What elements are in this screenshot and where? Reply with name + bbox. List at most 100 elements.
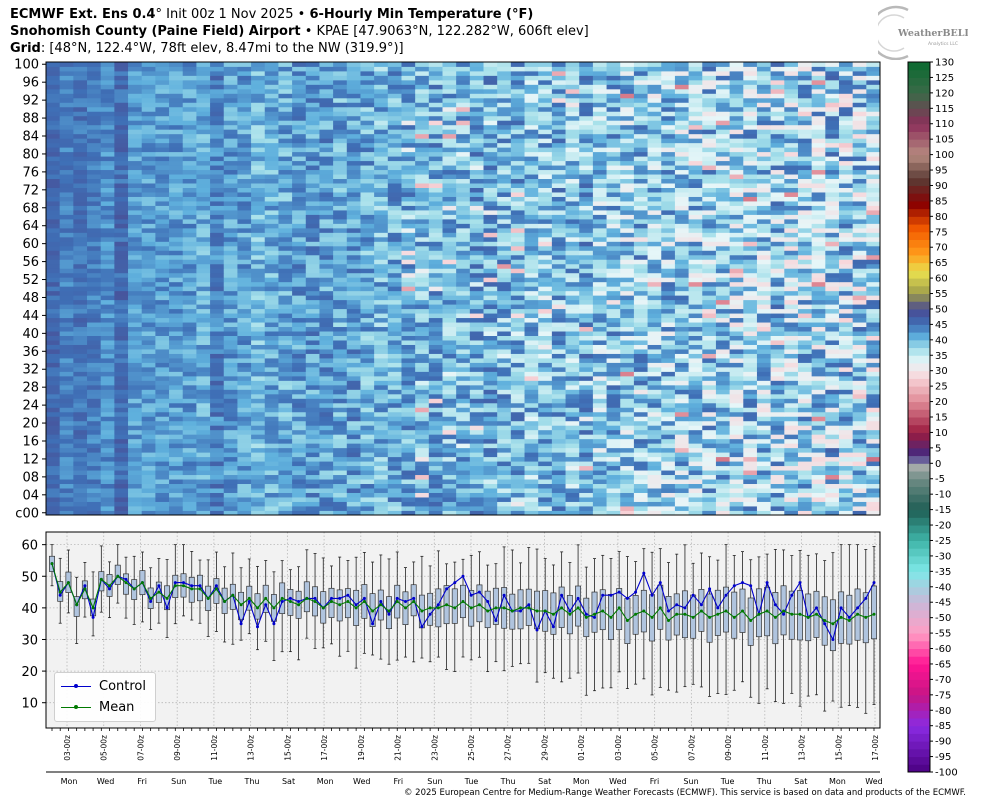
- heatmap-cell: [469, 510, 484, 516]
- heatmap-cell: [251, 295, 266, 301]
- heatmap-cell: [866, 483, 881, 489]
- heatmap-cell: [688, 214, 703, 220]
- heatmap-cell: [73, 411, 88, 417]
- heatmap-cell: [73, 470, 88, 476]
- heatmap-cell: [278, 474, 293, 480]
- heatmap-cell: [169, 483, 184, 489]
- heatmap-cell: [415, 232, 430, 238]
- heatmap-cell: [715, 214, 730, 220]
- heatmap-cell: [784, 510, 799, 516]
- heatmap-cell: [729, 151, 744, 157]
- heatmap-cell: [319, 420, 334, 426]
- heatmap-cell: [866, 299, 881, 305]
- heatmap-cell: [797, 474, 813, 480]
- heatmap-cell: [551, 232, 566, 238]
- heatmap-cell: [647, 456, 662, 462]
- heatmap-cell: [825, 317, 840, 323]
- heatmap-cell: [319, 286, 334, 292]
- heatmap-cell: [524, 250, 539, 256]
- heatmap-cell: [237, 299, 252, 305]
- heatmap-cell: [278, 501, 293, 507]
- heatmap-cell: [715, 429, 730, 435]
- heatmap-cell: [784, 178, 799, 184]
- heatmap-cell: [415, 420, 430, 426]
- heatmap-cell: [770, 344, 785, 350]
- heatmap-cell: [565, 474, 580, 480]
- heatmap-cell: [551, 483, 566, 489]
- heatmap-cell: [305, 349, 320, 354]
- heatmap-cell: [333, 384, 348, 390]
- heatmap-cell: [428, 250, 443, 256]
- heatmap-cell: [866, 443, 881, 449]
- heatmap-cell: [606, 488, 621, 493]
- heatmap-cell: [510, 286, 525, 292]
- heatmap-cell: [866, 308, 881, 314]
- heatmap-cell: [620, 254, 635, 260]
- heatmap-cell: [674, 214, 689, 220]
- heatmap-cell: [811, 447, 826, 453]
- heatmap-cell: [196, 456, 211, 462]
- heatmap-cell: [825, 371, 840, 377]
- heatmap-cell: [469, 254, 484, 260]
- heatmap-cell: [620, 407, 635, 413]
- heatmap-cell: [73, 461, 88, 467]
- heatmap-cell: [784, 236, 799, 242]
- heatmap-cell: [182, 416, 197, 422]
- heatmap-cell: [87, 420, 102, 426]
- heatmap-cell: [223, 241, 238, 247]
- heatmap-cell: [770, 456, 785, 462]
- heatmap-cell: [811, 429, 826, 435]
- heatmap-cell: [579, 398, 594, 404]
- heatmap-cell: [264, 183, 279, 188]
- heatmap-cell: [251, 281, 266, 287]
- heatmap-cell: [114, 322, 129, 328]
- heatmap-cell: [442, 205, 457, 211]
- heatmap-cell: [73, 501, 88, 507]
- heatmap-cell: [196, 277, 211, 283]
- heatmap-cell: [647, 344, 662, 350]
- heatmap-cell: [169, 259, 184, 265]
- heatmap-cell: [715, 322, 730, 328]
- heatmap-cell: [305, 147, 320, 153]
- heatmap-cell: [592, 223, 607, 229]
- heatmap-cell: [196, 344, 211, 350]
- heatmap-cell: [715, 420, 730, 426]
- heatmap-cell: [155, 223, 170, 229]
- heatmap-cell: [688, 254, 703, 260]
- heatmap-cell: [633, 299, 648, 305]
- heatmap-cell: [169, 286, 184, 292]
- heatmap-cell: [223, 272, 238, 278]
- heatmap-cell: [442, 218, 457, 224]
- heatmap-cell: [579, 393, 594, 399]
- heatmap-cell: [264, 501, 279, 507]
- heatmap-cell: [688, 492, 703, 498]
- heatmap-cell: [524, 398, 539, 404]
- heatmap-cell: [825, 470, 840, 476]
- heatmap-cell: [292, 331, 307, 336]
- heatmap-cell: [715, 331, 730, 336]
- heatmap-cell: [770, 501, 785, 507]
- heatmap-cell: [483, 331, 498, 336]
- heatmap-cell: [647, 492, 662, 498]
- heatmap-cell: [497, 268, 512, 274]
- heatmap-cell: [387, 196, 402, 202]
- heatmap-cell: [524, 169, 539, 175]
- heatmap-cell: [114, 183, 129, 188]
- heatmap-cell: [647, 447, 662, 453]
- heatmap-cell: [510, 250, 525, 256]
- heatmap-cell: [510, 407, 525, 413]
- heatmap-cell: [702, 506, 717, 511]
- heatmap-cell: [360, 510, 375, 516]
- heatmap-cell: [592, 295, 607, 301]
- heatmap-cell: [592, 165, 607, 171]
- heatmap-cell: [305, 151, 320, 157]
- logo-subtext: Analytics LLC: [928, 41, 958, 47]
- heatmap-cell: [169, 438, 184, 444]
- heatmap-cell: [114, 443, 129, 449]
- heatmap-cell: [374, 492, 389, 498]
- heatmap-cell: [838, 349, 854, 354]
- heatmap-cell: [223, 236, 238, 242]
- heatmap-cell: [469, 223, 484, 229]
- heatmap-cell: [128, 290, 143, 296]
- heatmap-cell: [264, 488, 279, 493]
